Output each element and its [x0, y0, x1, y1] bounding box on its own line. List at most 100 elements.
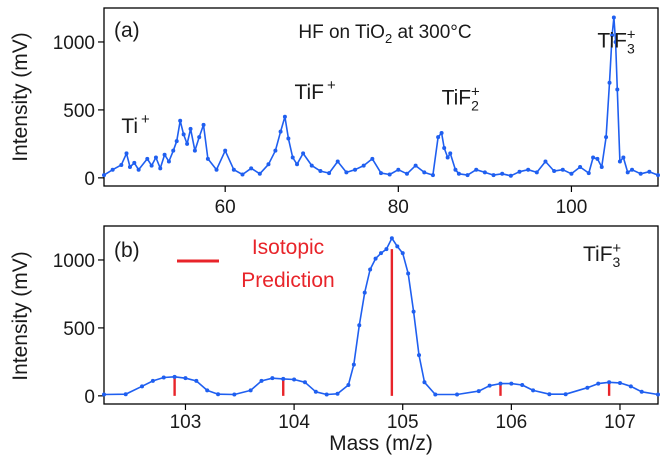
- panel-b-data-point: [302, 380, 307, 385]
- panel-a-y-ticks: 0 500 1000: [53, 33, 104, 190]
- panel-b-data-point: [596, 381, 601, 386]
- panel-b-frame: [103, 225, 659, 405]
- panel-b-x-tick-label: 103: [170, 412, 202, 433]
- panel-a-data-point: [500, 171, 505, 176]
- panel-a-data-point: [249, 166, 254, 171]
- panel-b-data-point: [455, 392, 460, 397]
- panel-a-data-point: [153, 155, 158, 160]
- panel-a-data-point: [370, 156, 375, 161]
- panel-a-data-point: [223, 148, 228, 153]
- panel-b-data-point: [205, 388, 210, 393]
- panel-b-y-tick-label: 1000: [53, 251, 95, 272]
- panel-a-data-point: [517, 169, 522, 174]
- panel-b-data-point: [140, 384, 145, 389]
- panel-b-x-tick-label: 105: [387, 412, 419, 433]
- panel-b-data-point: [123, 392, 128, 397]
- panel-a-x-tick-label: 100: [556, 197, 588, 218]
- panel-a-data-point: [290, 155, 295, 160]
- panel-b-data-point: [384, 247, 389, 252]
- panel-a-y-tick-label: 500: [63, 101, 95, 122]
- panel-a-y-tick-label: 0: [84, 169, 95, 190]
- panel-b-species-label: TiF3+: [583, 240, 621, 270]
- panel-a-data-point: [344, 170, 349, 175]
- panel-b-data-point: [617, 380, 622, 385]
- panel-a-data-point: [379, 171, 383, 176]
- panel-a-data-point: [301, 151, 306, 156]
- panel-a-data-point: [482, 170, 487, 175]
- panel-a-data-point: [591, 155, 596, 160]
- panel-a-data-point: [439, 131, 444, 136]
- panel-b-data-point: [417, 353, 422, 358]
- panel-a-data-point: [445, 155, 450, 160]
- panel-a-data-point: [127, 164, 132, 169]
- panel-a-data-point: [448, 151, 453, 156]
- panel-a-data-point: [413, 163, 418, 168]
- panel-b-data-point: [379, 251, 383, 256]
- panel-a-data-point: [442, 145, 447, 150]
- panel-a-data-point: [422, 170, 427, 175]
- panel-b-data-point: [232, 392, 237, 397]
- legend-label-line2: Prediction: [241, 269, 334, 292]
- panel-b-data-point: [476, 389, 481, 394]
- panel-b-data-point: [531, 388, 536, 393]
- panel-a-points: [102, 15, 660, 178]
- panel-b-data-point: [547, 392, 552, 397]
- panel-a-data-point: [625, 170, 630, 175]
- panel-a-data-point: [327, 171, 332, 176]
- panel-a-data-point: [638, 171, 643, 176]
- panel-b-data-point: [411, 309, 416, 314]
- panel-a-x-tick-label: 60: [215, 197, 236, 218]
- panel-a-data-point: [436, 135, 441, 140]
- legend-label-line1: Isotopic: [252, 236, 324, 259]
- panel-a-data-point: [607, 80, 612, 85]
- panel-a-peak-label: TiF3+: [597, 26, 635, 56]
- panel-b-data-point: [183, 376, 188, 381]
- panel-a-data-point: [396, 167, 401, 172]
- panel-b-data-point: [487, 383, 492, 388]
- panel-b-y-label: Intensity (mV): [9, 251, 32, 381]
- panel-a-annotations: Ti + TiF + TiF2+ TiF3+: [121, 26, 635, 138]
- panel-a-data-point: [647, 169, 652, 174]
- panel-b-data-point: [346, 382, 351, 387]
- panel-b-x-tick-label: 104: [278, 412, 310, 433]
- panel-a-data-point: [465, 173, 470, 178]
- panel-b-data-point: [585, 385, 590, 390]
- panel-a-peak-label: TiF2+: [442, 83, 480, 113]
- panel-b-x-tick-label: 106: [496, 412, 528, 433]
- panel-a-data-point: [617, 159, 622, 164]
- panel-a-frame: [103, 7, 659, 187]
- panel-a-data-point: [205, 156, 210, 161]
- panel-a-data-point: [185, 141, 190, 146]
- panel-b-data-point: [406, 271, 411, 276]
- panel-b-data-point: [357, 323, 362, 328]
- panel-b-y-ticks: 0 500 1000: [53, 251, 104, 408]
- panel-a-data-point: [181, 132, 186, 137]
- panel-a-data-point: [174, 139, 179, 144]
- panel-a-data-point: [543, 159, 548, 164]
- panel-b-y-tick-label: 500: [63, 319, 95, 340]
- panel-b-data-point: [194, 378, 199, 383]
- panel-a-data-point: [266, 162, 271, 167]
- panel-a-data-point: [178, 118, 183, 123]
- panel-a-data-point: [335, 159, 340, 164]
- panel-a-data-point: [171, 148, 176, 153]
- panel-a-data-point: [615, 87, 620, 92]
- panel-b-data-point: [351, 362, 356, 367]
- panel-a-data-point: [353, 167, 358, 172]
- panel-b-series-line: [103, 237, 659, 396]
- panel-a-data-point: [201, 122, 206, 127]
- panel-b-x-ticks: 103 104 105 106 107: [170, 404, 636, 433]
- panel-b: 0 500 1000 103 104 105 106 107 (b) Isotopic Pr…: [9, 225, 660, 455]
- panel-a-data-point: [569, 171, 574, 176]
- panel-b-points: [102, 236, 660, 397]
- panel-b-data-point: [368, 267, 373, 272]
- panel-b-data-point: [150, 378, 155, 383]
- panel-a-title: HF on TiO2 at 300°C: [298, 22, 471, 46]
- panel-b-data-point: [520, 382, 525, 387]
- panel-a-data-point: [361, 163, 366, 168]
- panel-a-data-point: [102, 173, 106, 178]
- panel-b-data-point: [172, 374, 177, 379]
- panel-a-data-point: [656, 173, 660, 178]
- panel-b-data-point: [216, 392, 221, 397]
- panel-b-label: (b): [114, 239, 140, 262]
